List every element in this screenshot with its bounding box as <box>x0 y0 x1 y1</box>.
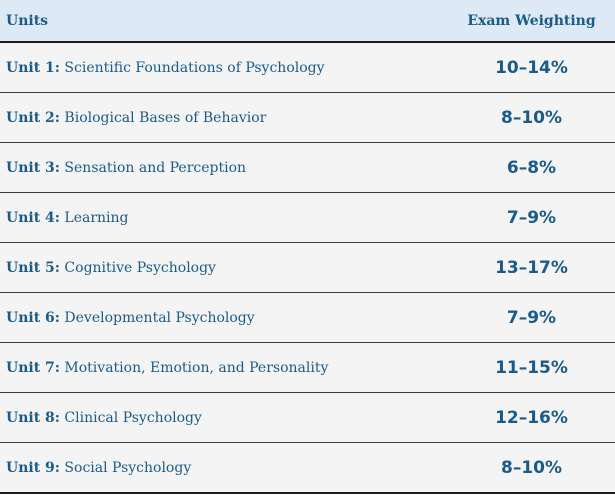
exam-weighting-column-header: Exam Weighting <box>420 0 615 43</box>
table-row: Unit 4: Learning 7–9% <box>0 192 615 243</box>
unit-number: Unit 6: <box>6 309 60 326</box>
table-row: Unit 7: Motivation, Emotion, and Persona… <box>0 342 615 393</box>
table-row: Unit 3: Sensation and Perception 6–8% <box>0 142 615 193</box>
exam-weighting-value: 8–10% <box>420 442 615 494</box>
unit-number: Unit 7: <box>6 359 60 376</box>
table-row: Unit 6: Developmental Psychology 7–9% <box>0 292 615 343</box>
unit-title: Developmental Psychology <box>64 309 255 326</box>
unit-cell: Unit 1: Scientific Foundations of Psycho… <box>0 42 420 93</box>
table-row: Unit 1: Scientific Foundations of Psycho… <box>0 42 615 93</box>
unit-title: Social Psychology <box>64 459 192 476</box>
unit-number: Unit 8: <box>6 409 60 426</box>
exam-weighting-value: 12–16% <box>420 392 615 443</box>
unit-number: Unit 2: <box>6 109 60 126</box>
unit-title: Cognitive Psychology <box>64 259 216 276</box>
unit-cell: Unit 7: Motivation, Emotion, and Persona… <box>0 342 420 393</box>
unit-cell: Unit 2: Biological Bases of Behavior <box>0 92 420 143</box>
unit-cell: Unit 5: Cognitive Psychology <box>0 242 420 293</box>
unit-title: Scientific Foundations of Psychology <box>64 59 325 76</box>
unit-title: Sensation and Perception <box>64 159 247 176</box>
unit-cell: Unit 3: Sensation and Perception <box>0 142 420 193</box>
table-row: Unit 8: Clinical Psychology 12–16% <box>0 392 615 443</box>
exam-weighting-value: 8–10% <box>420 92 615 143</box>
unit-title: Clinical Psychology <box>64 409 202 426</box>
unit-title: Learning <box>64 209 129 226</box>
table-body: Unit 1: Scientific Foundations of Psycho… <box>0 42 615 494</box>
unit-number: Unit 9: <box>6 459 60 476</box>
table-row: Unit 9: Social Psychology 8–10% <box>0 442 615 494</box>
exam-weighting-value: 11–15% <box>420 342 615 393</box>
unit-number: Unit 3: <box>6 159 60 176</box>
exam-weighting-value: 7–9% <box>420 292 615 343</box>
unit-number: Unit 5: <box>6 259 60 276</box>
unit-cell: Unit 4: Learning <box>0 192 420 243</box>
table-header-row: Units Exam Weighting <box>0 0 615 43</box>
unit-number: Unit 1: <box>6 59 60 76</box>
units-column-header: Units <box>0 0 420 43</box>
unit-number: Unit 4: <box>6 209 60 226</box>
exam-weighting-value: 7–9% <box>420 192 615 243</box>
table-row: Unit 5: Cognitive Psychology 13–17% <box>0 242 615 293</box>
unit-cell: Unit 8: Clinical Psychology <box>0 392 420 443</box>
exam-weighting-value: 6–8% <box>420 142 615 193</box>
unit-cell: Unit 9: Social Psychology <box>0 442 420 494</box>
table-row: Unit 2: Biological Bases of Behavior 8–10… <box>0 92 615 143</box>
unit-cell: Unit 6: Developmental Psychology <box>0 292 420 343</box>
exam-weighting-value: 10–14% <box>420 42 615 93</box>
unit-title: Motivation, Emotion, and Personality <box>64 359 329 376</box>
exam-weighting-value: 13–17% <box>420 242 615 293</box>
unit-title: Biological Bases of Behavior <box>64 109 267 126</box>
